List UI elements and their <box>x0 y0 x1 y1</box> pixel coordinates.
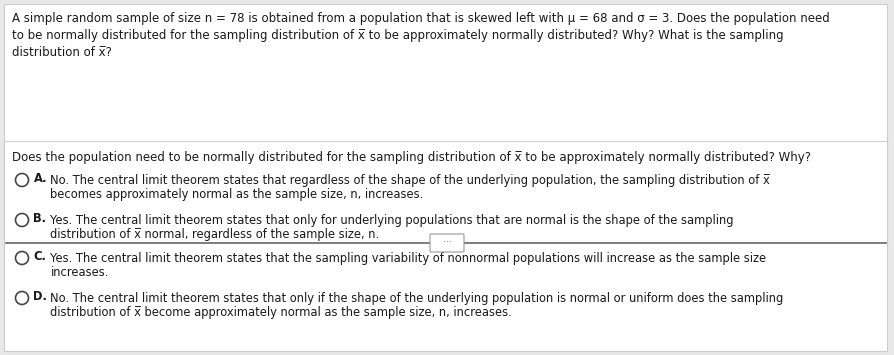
Text: increases.: increases. <box>50 266 109 279</box>
FancyBboxPatch shape <box>4 141 886 351</box>
Text: C.: C. <box>33 251 46 263</box>
Text: D.: D. <box>33 290 47 304</box>
Text: becomes approximately normal as the sample size, n, increases.: becomes approximately normal as the samp… <box>50 188 423 201</box>
Text: distribution of x̅?: distribution of x̅? <box>12 46 112 59</box>
Text: No. The central limit theorem states that only if the shape of the underlying po: No. The central limit theorem states tha… <box>50 292 783 305</box>
Text: ···: ··· <box>443 239 451 247</box>
Text: Yes. The central limit theorem states that the sampling variability of nonnormal: Yes. The central limit theorem states th… <box>50 252 766 265</box>
Text: No. The central limit theorem states that regardless of the shape of the underly: No. The central limit theorem states tha… <box>50 174 770 187</box>
Text: A.: A. <box>33 173 47 186</box>
FancyBboxPatch shape <box>4 4 886 245</box>
Text: distribution of x̅ normal, regardless of the sample size, n.: distribution of x̅ normal, regardless of… <box>50 228 379 241</box>
Text: B.: B. <box>33 213 46 225</box>
Text: to be normally distributed for the sampling distribution of x̅ to be approximate: to be normally distributed for the sampl… <box>12 29 783 42</box>
Text: Does the population need to be normally distributed for the sampling distributio: Does the population need to be normally … <box>12 151 810 164</box>
Text: A simple random sample of size n = 78 is obtained from a population that is skew: A simple random sample of size n = 78 is… <box>12 12 829 25</box>
FancyBboxPatch shape <box>429 234 463 252</box>
Text: distribution of x̅ become approximately normal as the sample size, n, increases.: distribution of x̅ become approximately … <box>50 306 511 319</box>
Text: Yes. The central limit theorem states that only for underlying populations that : Yes. The central limit theorem states th… <box>50 214 733 227</box>
